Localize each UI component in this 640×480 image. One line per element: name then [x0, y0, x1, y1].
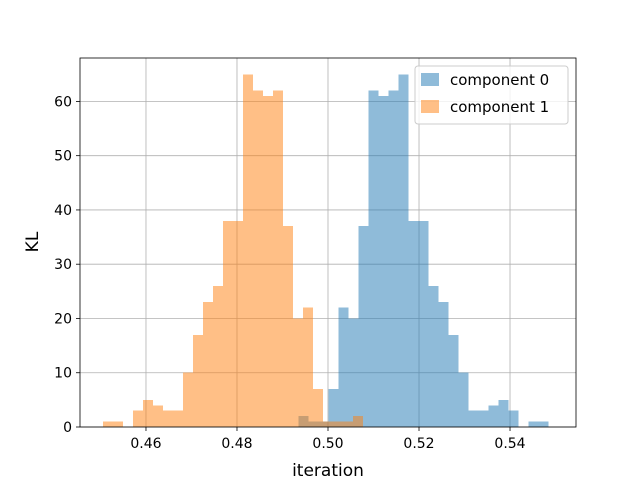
histogram-bar	[182, 372, 193, 427]
histogram-bar	[488, 405, 499, 427]
histogram-bar	[398, 74, 409, 427]
histogram-bar	[478, 410, 489, 427]
histogram-bar	[458, 372, 469, 427]
x-tick-label: 0.54	[494, 436, 525, 452]
histogram-bar	[378, 95, 389, 427]
histogram-bar	[538, 421, 549, 427]
legend-label-component-0: component 0	[450, 71, 549, 89]
x-tick-label: 0.52	[403, 436, 434, 452]
histogram-bar	[302, 307, 313, 427]
histogram-bar	[333, 421, 344, 427]
histogram-bar	[292, 318, 303, 427]
histogram-bar	[448, 334, 459, 427]
histogram-bar	[368, 90, 379, 427]
y-tick-label: 40	[54, 203, 72, 219]
histogram-bar	[102, 421, 123, 427]
histogram-bar	[312, 389, 323, 427]
histogram-bar	[388, 90, 399, 427]
histogram-bar	[348, 318, 359, 427]
histogram-bar	[152, 405, 163, 427]
histogram-bar	[438, 302, 449, 427]
y-tick-label: 50	[54, 149, 72, 165]
histogram-bar	[343, 421, 354, 427]
histogram-bar	[508, 410, 519, 427]
histogram-bar	[212, 285, 223, 427]
y-tick-label: 60	[54, 94, 72, 110]
legend-frame	[414, 65, 569, 125]
histogram-bar	[358, 226, 369, 427]
histogram-bar	[222, 220, 233, 427]
legend-swatch-component-0	[421, 73, 439, 86]
legend-swatch-component-1	[421, 100, 439, 113]
histogram-bar	[468, 410, 479, 427]
histogram-bar	[252, 90, 263, 427]
histogram-bar	[428, 285, 439, 427]
histogram-bar	[202, 302, 213, 427]
histogram-bar	[528, 421, 539, 427]
histogram-bar	[338, 307, 349, 427]
x-tick-label: 0.48	[221, 436, 252, 452]
histogram-bar	[418, 220, 429, 427]
histogram-bar	[162, 410, 183, 427]
histogram-bar	[498, 399, 509, 427]
y-axis-label: KL	[23, 231, 43, 252]
histogram-bar	[132, 410, 143, 427]
y-tick-label: 30	[54, 257, 72, 273]
ticks: 0.46 0.48 0.50 0.52 0.54 0 10 20 30 40 50 60	[54, 94, 526, 452]
histogram-bar	[408, 220, 419, 427]
bars	[102, 74, 549, 427]
histogram-bar	[272, 90, 283, 427]
series-component-1	[102, 74, 364, 427]
x-axis-label: iteration	[292, 461, 364, 480]
legend-label-component-1: component 1	[450, 98, 549, 116]
histogram-bar	[262, 95, 273, 427]
x-tick-label: 0.50	[312, 436, 343, 452]
x-tick-label: 0.46	[130, 436, 161, 452]
y-tick-label: 0	[63, 420, 72, 436]
histogram-bar	[142, 399, 153, 427]
histogram-bar	[192, 334, 203, 427]
histogram-bar	[232, 220, 243, 427]
histogram-bar	[242, 74, 253, 427]
histogram-bar	[322, 421, 334, 427]
series-component-0	[298, 74, 549, 427]
histogram-bar	[282, 226, 293, 427]
y-tick-label: 20	[54, 311, 72, 327]
y-tick-label: 10	[54, 366, 72, 382]
histogram-bar	[353, 416, 364, 427]
histogram-bar	[328, 389, 339, 427]
legend: component 0 component 1	[414, 65, 569, 125]
